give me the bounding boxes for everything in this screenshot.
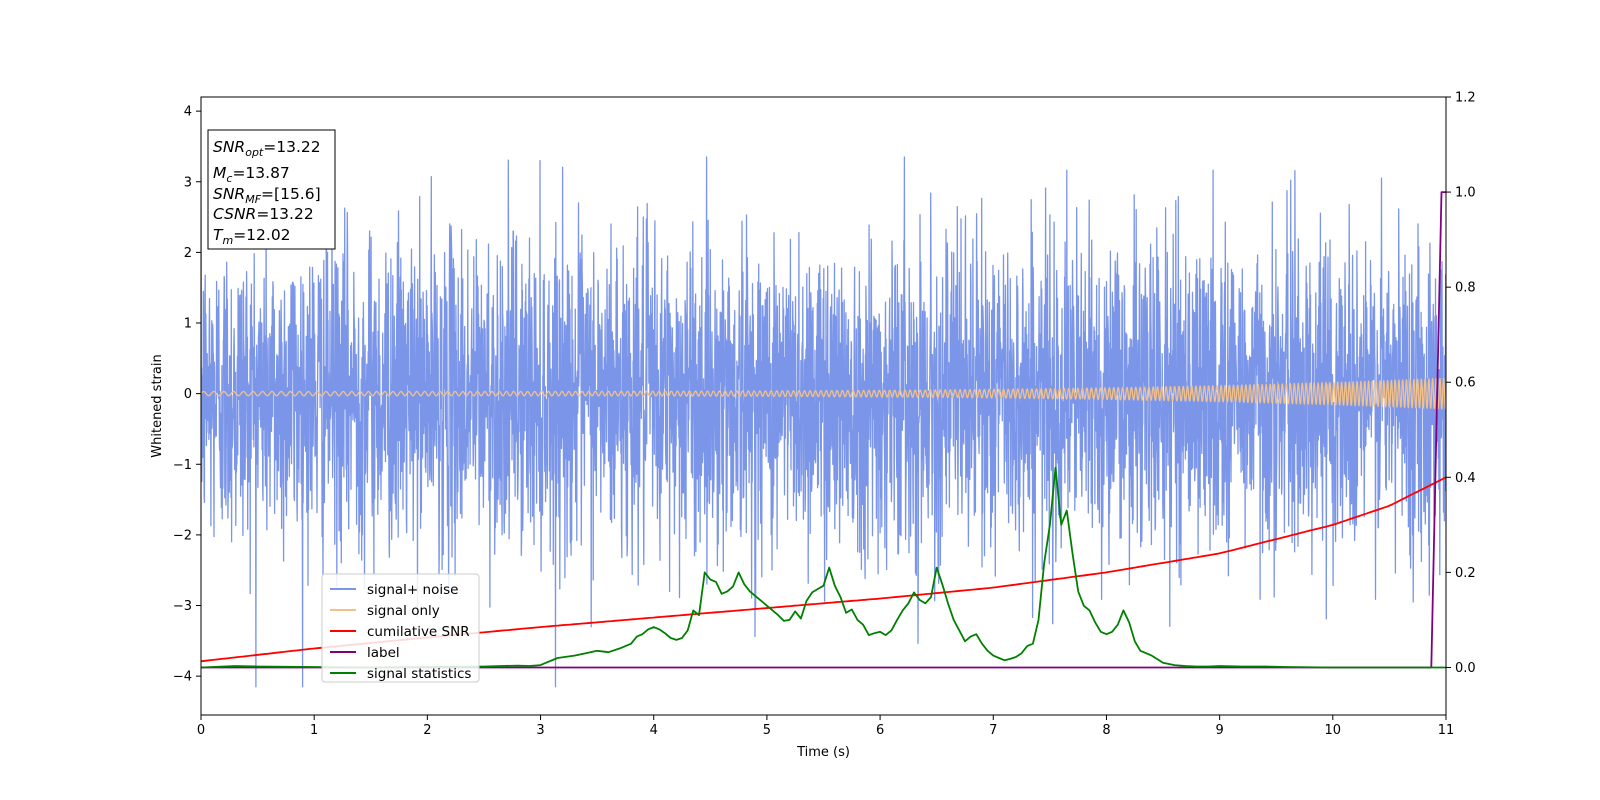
y-left-tick-label-5: −1 (173, 458, 192, 473)
y-left-tick-label-2: 2 (184, 246, 192, 261)
y-right-tick-label-4: 0.4 (1455, 471, 1476, 486)
info-line-3: CSNR=13.22 (213, 205, 314, 223)
plot-frame (200, 96, 1447, 716)
x-tick-label-5: 5 (763, 723, 771, 738)
y-right-tick-label-2: 0.8 (1455, 281, 1476, 296)
info-line-2: SNRMF=[15.6] (213, 185, 321, 206)
y-axis-label: Whitened strain (150, 354, 165, 457)
series-line-3 (201, 191, 1446, 669)
x-axis-label: Time (s) (796, 745, 850, 760)
x-tick-label-6: 6 (876, 723, 884, 738)
legend-label-3: label (367, 645, 400, 661)
info-box-frame (207, 129, 336, 250)
x-tick-label-1: 1 (310, 723, 318, 738)
legend-label-2: cumilative SNR (367, 624, 470, 640)
y-right-tick-label-3: 0.6 (1455, 376, 1476, 391)
x-tick-label-2: 2 (423, 723, 431, 738)
info-line-4: Tm=12.02 (213, 226, 291, 247)
y-left-tick-label-4: 0 (184, 387, 192, 402)
legend-label-0: signal+ noise (367, 582, 458, 598)
x-tick-label-8: 8 (1102, 723, 1110, 738)
y-left-tick-label-1: 3 (184, 175, 192, 190)
info-line-1: Mc=13.87 (213, 164, 290, 185)
y-right-tick-label-5: 0.2 (1455, 566, 1476, 581)
x-tick-label-10: 10 (1325, 723, 1342, 738)
legend-label-1: signal only (367, 603, 440, 619)
y-right-tick-label-6: 0.0 (1455, 661, 1476, 676)
legend-frame (321, 573, 480, 683)
info-line-0: SNRopt=13.22 (213, 138, 321, 159)
x-tick-label-7: 7 (989, 723, 997, 738)
info-box: SNRopt=13.22 Mc=13.87SNRMF=[15.6]CSNR=13.… (207, 129, 336, 250)
x-tick-label-4: 4 (650, 723, 658, 738)
x-tick-label-0: 0 (197, 723, 205, 738)
legend-label-4: signal statistics (367, 666, 471, 682)
x-tick-label-11: 11 (1438, 723, 1455, 738)
axes: 0 1 2 3 4 5 6 7 8 9 10 1143210−1−2−3−41.21.00.80.60… (173, 91, 1476, 739)
y-left-tick-label-8: −4 (173, 670, 192, 685)
y-left-tick-label-0: 4 (184, 105, 192, 120)
y-right-tick-label-0: 1.2 (1455, 91, 1476, 106)
series-line-4 (201, 466, 1446, 669)
y-left-tick-label-3: 1 (184, 317, 192, 332)
legend: signal+ noise signal only cumilative SNR la… (321, 573, 480, 683)
x-tick-label-3: 3 (536, 723, 544, 738)
y-left-tick-label-7: −3 (173, 599, 192, 614)
series-line-1 (201, 377, 1446, 410)
y-right-tick-label-1: 1.0 (1455, 186, 1476, 201)
y-left-tick-label-6: −2 (173, 528, 192, 543)
x-tick-label-9: 9 (1215, 723, 1223, 738)
